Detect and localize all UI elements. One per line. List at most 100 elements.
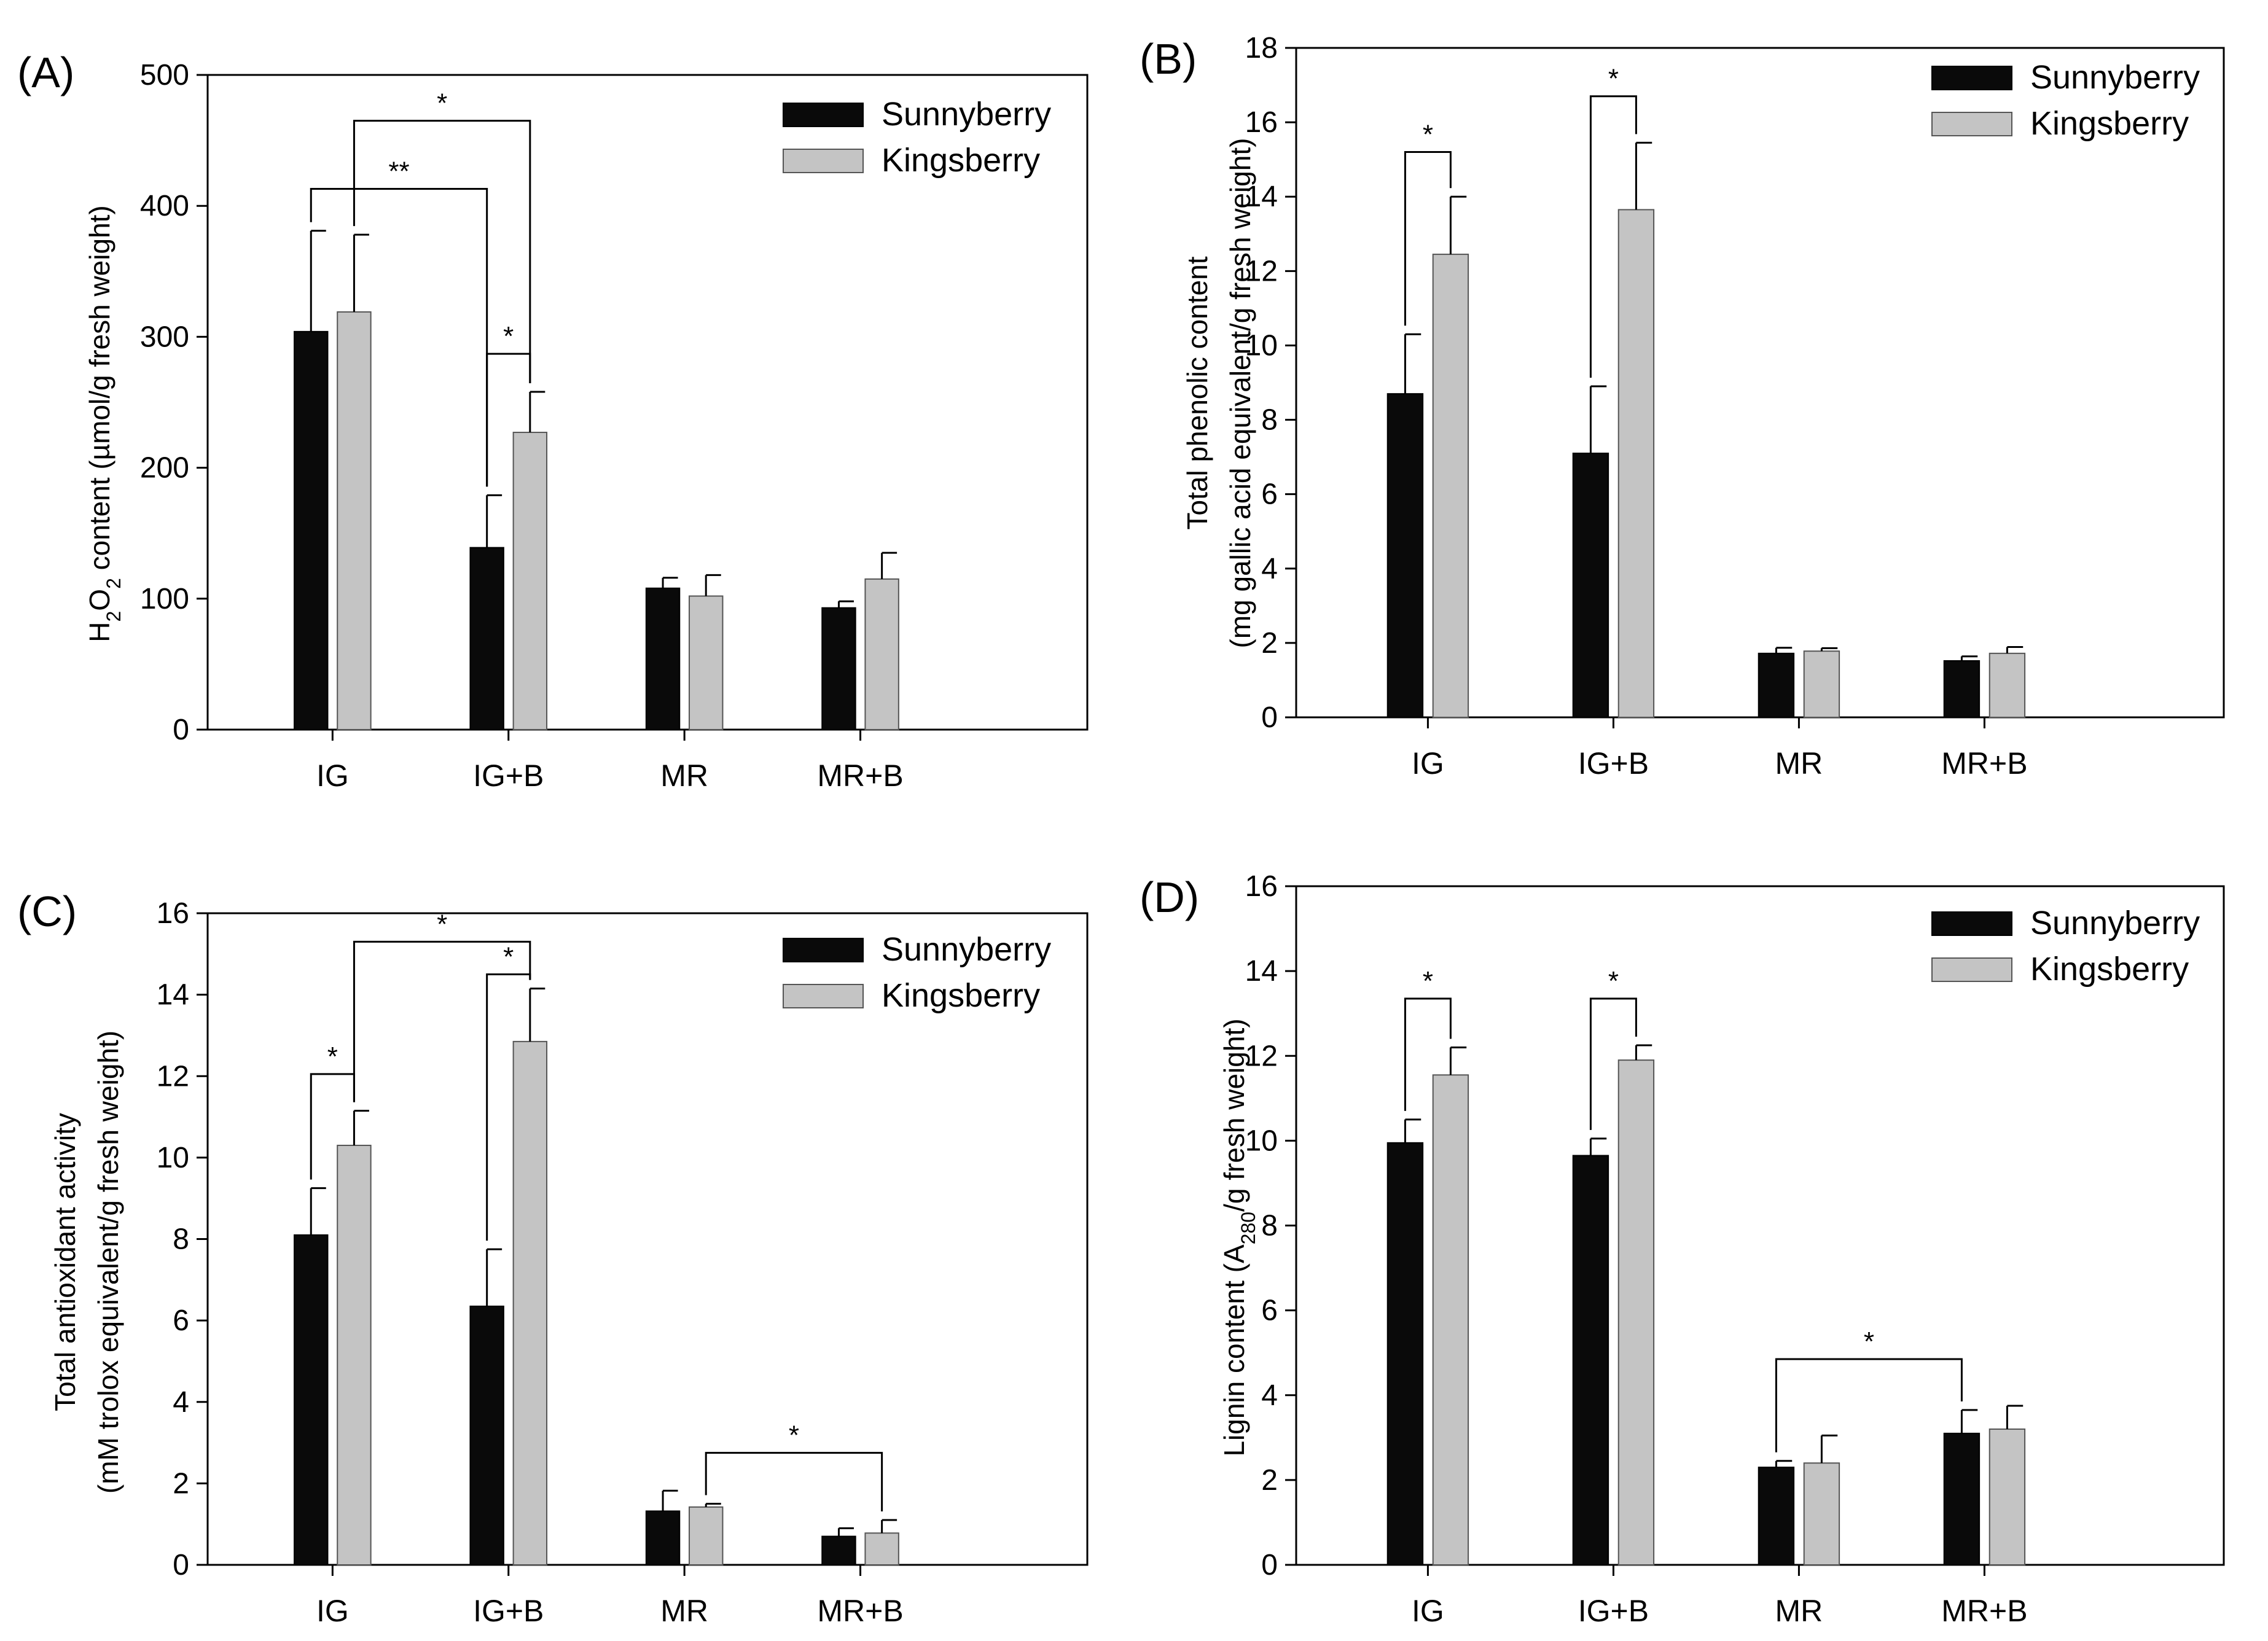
- panel-a-y-tick-label: 0: [173, 714, 189, 746]
- panel-c-x-tick-label: MR: [660, 1594, 708, 1628]
- panel-a-y-tick-label: 500: [140, 59, 189, 92]
- panel-d-y-axis-label: Lignin content (A280/g fresh weight): [1218, 1018, 1259, 1456]
- panel-a-y-tick-label: 400: [140, 190, 189, 222]
- panel-c-y-axis-label-line2: (mM trolox equivalent/g fresh weight): [92, 1031, 124, 1494]
- panel-b-legend-swatch: [1931, 112, 2012, 136]
- panel-c-y-tick-label: 16: [157, 897, 189, 930]
- panel-b-y-tick-label: 2: [1261, 627, 1278, 660]
- panel-d-label: (D): [1140, 873, 1199, 921]
- panel-c-y-tick-label: 2: [173, 1467, 189, 1500]
- panel-a-x-tick-label: MR+B: [817, 758, 903, 793]
- panel-b-y-tick-label: 14: [1245, 181, 1278, 213]
- panel-d-x-tick-label: IG: [1412, 1594, 1444, 1628]
- panel-a-legend-swatch: [783, 149, 864, 173]
- panel-b: (B) Total phenolic content (mg gallic ac…: [1140, 32, 2225, 781]
- panel-b-bar-sunnyberry: [1758, 652, 1795, 719]
- panel-d-x-tick-label: IG+B: [1578, 1594, 1649, 1628]
- panel-b-y-tick-label: 18: [1245, 32, 1278, 64]
- panel-a-label: (A): [17, 49, 74, 96]
- panel-d-y-tick-label: 14: [1245, 955, 1278, 988]
- panel-b-significance-bracket: [1589, 95, 1637, 378]
- panel-b-y-tick-label: 10: [1245, 329, 1278, 362]
- panel-c-significance-label: *: [503, 941, 514, 972]
- panel-b-bar-kingsberry: [1988, 652, 2026, 719]
- panel-a-significance-label: *: [503, 321, 514, 351]
- panel-d-significance-label: *: [1864, 1327, 1874, 1357]
- panel-a-bar-kingsberry: [689, 595, 724, 731]
- panel-b-y-tick-label: 8: [1261, 404, 1278, 437]
- panel-b-label: (B): [1140, 35, 1197, 83]
- panel-c-bar-sunnyberry: [821, 1535, 856, 1566]
- panel-c-bar-kingsberry: [337, 1144, 372, 1565]
- panel-d: (D) Lignin content (A280/g fresh weight)…: [1140, 870, 2225, 1628]
- panel-d-y-tick-label: 4: [1261, 1379, 1278, 1412]
- panel-b-y-tick-label: 12: [1245, 255, 1278, 287]
- panel-a-legend-swatch: [783, 103, 864, 127]
- panel-d-y-tick-label: 8: [1261, 1210, 1278, 1242]
- panel-a-significance-bracket: [310, 187, 488, 487]
- panel-a-x-tick-label: IG+B: [473, 758, 544, 793]
- panel-c-significance-bracket: [705, 1452, 883, 1512]
- panel-c-bar-sunnyberry: [294, 1234, 329, 1565]
- panel-c-y-tick-label: 10: [157, 1142, 189, 1174]
- panel-c-x-tick-label: MR+B: [817, 1594, 903, 1628]
- panel-a-x-tick-label: MR: [660, 758, 708, 793]
- panel-b-legend-swatch: [1931, 66, 2012, 90]
- panel-a-bar-kingsberry: [512, 432, 548, 730]
- panel-c-legend-swatch: [783, 938, 864, 962]
- panel-d-y-tick-label: 2: [1261, 1464, 1278, 1497]
- panel-c-y-tick-label: 6: [173, 1304, 189, 1337]
- panel-d-legend-label: Kingsberry: [2030, 951, 2189, 988]
- panel-b-bar-kingsberry: [1803, 650, 1840, 718]
- panel-c-y-tick-label: 4: [173, 1386, 189, 1419]
- panel-a-bar-sunnyberry: [821, 607, 856, 730]
- panel-c-x-tick-label: IG+B: [473, 1594, 544, 1628]
- panel-a-significance-label: **: [388, 156, 409, 186]
- panel-b-x-tick-label: MR: [1775, 746, 1823, 781]
- panel-a-x-tick-label: IG: [316, 758, 349, 793]
- panel-b-y-axis-label-line2: (mg gallic acid equivalent/g fresh weigh…: [1224, 138, 1256, 649]
- panel-b-y-tick-label: 16: [1245, 106, 1278, 139]
- panel-a-bar-sunnyberry: [294, 330, 329, 730]
- panel-d-significance-bracket: [1775, 1358, 1963, 1452]
- panel-d-legend-swatch: [1931, 911, 2012, 936]
- panel-b-y-axis-label: Total phenolic content: [1181, 256, 1213, 529]
- panel-d-significance-label: *: [1608, 966, 1619, 996]
- panel-d-significance-label: *: [1423, 966, 1433, 996]
- panel-c-significance-label: *: [437, 909, 447, 939]
- panel-a-bar-kingsberry: [864, 578, 899, 730]
- panel-b-bar-sunnyberry: [1572, 453, 1609, 718]
- panel-d-bar-kingsberry: [1617, 1059, 1655, 1565]
- panel-c-bar-kingsberry: [512, 1040, 548, 1565]
- panel-a-significance-label: *: [437, 88, 447, 119]
- panel-c-label: (C): [17, 887, 77, 935]
- panel-c-bar-sunnyberry: [469, 1305, 504, 1565]
- panel-a-bar-kingsberry: [337, 311, 372, 730]
- panel-d-y-tick-label: 6: [1261, 1295, 1278, 1327]
- panel-d-y-tick-label: 10: [1245, 1125, 1278, 1157]
- panel-a-y-tick-label: 100: [140, 583, 189, 615]
- panel-a-y-tick-label: 200: [140, 452, 189, 485]
- panel-c-bar-kingsberry: [864, 1532, 899, 1566]
- panel-c-legend-label: Sunnyberry: [882, 931, 1051, 968]
- panel-c: (C) Total antioxidant activity (mM trolo…: [17, 887, 1089, 1628]
- panel-d-significance-bracket: [1404, 997, 1452, 1111]
- panel-d-bar-sunnyberry: [1758, 1467, 1795, 1565]
- panel-c-y-tick-label: 0: [173, 1549, 189, 1581]
- panel-d-bar-sunnyberry: [1572, 1155, 1609, 1565]
- panel-b-legend-label: Sunnyberry: [2030, 59, 2200, 96]
- panel-b-x-tick-label: MR+B: [1941, 746, 2027, 781]
- panel-d-bar-kingsberry: [1803, 1462, 1840, 1565]
- panel-c-significance-bracket: [353, 940, 531, 1102]
- panel-d-y-tick-label: 16: [1245, 870, 1278, 903]
- panel-b-y-tick-label: 4: [1261, 553, 1278, 585]
- panel-c-bar-kingsberry: [689, 1506, 724, 1565]
- panel-b-significance-bracket: [1404, 151, 1452, 326]
- panel-b-bar-sunnyberry: [1943, 660, 1981, 719]
- panel-c-y-tick-label: 12: [157, 1060, 189, 1093]
- panel-a: (A) H2O2 content (µmol/g fresh weight) 0…: [17, 49, 1089, 793]
- panel-c-y-tick-label: 8: [173, 1223, 189, 1256]
- panel-d-y-tick-label: 12: [1245, 1040, 1278, 1072]
- panel-c-significance-label: *: [789, 1421, 799, 1451]
